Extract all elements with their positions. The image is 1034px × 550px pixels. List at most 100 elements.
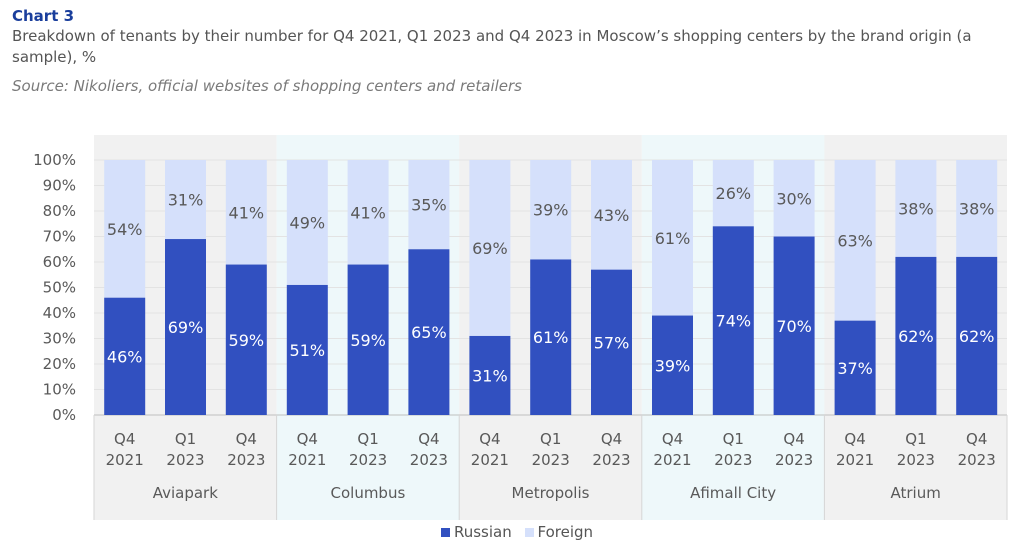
data-label-russian: 57% bbox=[594, 333, 630, 352]
legend-label-russian: Russian bbox=[453, 523, 512, 541]
data-label-russian: 59% bbox=[350, 331, 386, 350]
data-label-russian: 69% bbox=[168, 318, 204, 337]
bar-russian bbox=[773, 236, 815, 415]
y-tick-label: 40% bbox=[43, 304, 76, 322]
data-label-russian: 39% bbox=[655, 356, 691, 375]
bar-russian bbox=[469, 335, 511, 415]
x-tick-year: 2021 bbox=[106, 451, 144, 469]
data-label-foreign: 41% bbox=[350, 203, 386, 222]
legend-swatch-russian bbox=[440, 528, 450, 537]
bar-russian bbox=[530, 259, 572, 415]
y-tick-label: 10% bbox=[43, 381, 76, 399]
group-label: Aviapark bbox=[153, 484, 218, 502]
data-label-foreign: 38% bbox=[898, 199, 934, 218]
data-label-foreign: 43% bbox=[594, 206, 630, 225]
bar-russian bbox=[834, 320, 876, 415]
legend-item-russian: Russian bbox=[440, 523, 512, 541]
y-tick-label: 100% bbox=[33, 151, 76, 169]
bar-foreign bbox=[895, 160, 937, 257]
data-label-foreign: 41% bbox=[229, 203, 265, 222]
x-tick-period: Q1 bbox=[357, 430, 378, 448]
data-label-foreign: 31% bbox=[168, 191, 204, 210]
chart-number-label: Chart 3 bbox=[12, 7, 75, 25]
x-tick-period: Q4 bbox=[966, 430, 987, 448]
x-tick-period: Q4 bbox=[783, 430, 804, 448]
bar-russian bbox=[591, 269, 632, 415]
y-tick-label: 0% bbox=[52, 406, 76, 424]
x-tick-period: Q4 bbox=[844, 430, 865, 448]
bar-russian bbox=[652, 315, 693, 415]
y-tick-label: 80% bbox=[43, 202, 76, 220]
x-tick-period: Q1 bbox=[540, 430, 561, 448]
x-tick-year: 2023 bbox=[592, 451, 630, 469]
x-tick-year: 2021 bbox=[653, 451, 691, 469]
x-tick-period: Q4 bbox=[601, 430, 622, 448]
y-tick-label: 90% bbox=[43, 177, 76, 195]
bar-foreign bbox=[773, 160, 815, 237]
bar-foreign bbox=[165, 160, 206, 240]
data-label-foreign: 35% bbox=[411, 196, 447, 215]
bar-russian bbox=[347, 264, 389, 415]
bar-russian bbox=[712, 226, 754, 415]
group-label: Afimall City bbox=[690, 484, 776, 502]
bar-russian bbox=[895, 256, 937, 415]
data-label-russian: 31% bbox=[472, 366, 508, 385]
chart-subtitle: Breakdown of tenants by their number for… bbox=[12, 27, 972, 66]
bar-foreign bbox=[104, 160, 146, 298]
group-label: Atrium bbox=[891, 484, 941, 502]
data-label-foreign: 54% bbox=[107, 220, 143, 239]
x-tick-year: 2023 bbox=[166, 451, 204, 469]
bar-foreign bbox=[652, 160, 693, 316]
bar-foreign bbox=[712, 160, 754, 227]
y-tick-label: 60% bbox=[43, 253, 76, 271]
bar-foreign bbox=[956, 160, 998, 257]
bar-foreign bbox=[530, 160, 572, 260]
data-label-russian: 51% bbox=[290, 341, 326, 360]
data-label-foreign: 26% bbox=[716, 184, 752, 203]
bar-russian bbox=[408, 249, 450, 415]
x-tick-year: 2023 bbox=[714, 451, 752, 469]
bar-russian bbox=[225, 264, 267, 415]
legend-item-foreign: Foreign bbox=[524, 523, 593, 541]
x-tick-period: Q4 bbox=[418, 430, 439, 448]
x-tick-year: 2023 bbox=[532, 451, 570, 469]
data-label-foreign: 61% bbox=[655, 229, 691, 248]
chart-source: Source: Nikoliers, official websites of … bbox=[12, 77, 522, 95]
data-label-foreign: 69% bbox=[472, 239, 508, 258]
data-label-russian: 74% bbox=[716, 312, 752, 331]
data-label-foreign: 38% bbox=[959, 199, 995, 218]
data-label-russian: 61% bbox=[533, 328, 569, 347]
bar-foreign bbox=[591, 160, 632, 270]
bar-foreign bbox=[286, 160, 328, 285]
group-label: Columbus bbox=[331, 484, 406, 502]
data-label-russian: 59% bbox=[229, 331, 265, 350]
x-tick-period: Q1 bbox=[723, 430, 744, 448]
x-tick-year: 2023 bbox=[227, 451, 265, 469]
x-tick-year: 2023 bbox=[410, 451, 448, 469]
data-label-russian: 62% bbox=[898, 327, 934, 346]
x-tick-year: 2023 bbox=[775, 451, 813, 469]
bar-foreign bbox=[225, 160, 267, 265]
bar-foreign bbox=[469, 160, 511, 336]
x-tick-period: Q4 bbox=[297, 430, 318, 448]
data-label-russian: 46% bbox=[107, 347, 143, 366]
data-label-foreign: 63% bbox=[837, 231, 873, 250]
x-tick-period: Q4 bbox=[236, 430, 257, 448]
x-tick-period: Q1 bbox=[905, 430, 926, 448]
group-label: Metropolis bbox=[512, 484, 590, 502]
x-tick-period: Q4 bbox=[662, 430, 683, 448]
y-tick-label: 50% bbox=[43, 279, 76, 297]
x-tick-year: 2021 bbox=[471, 451, 509, 469]
data-label-foreign: 39% bbox=[533, 201, 569, 220]
x-tick-period: Q1 bbox=[175, 430, 196, 448]
bar-russian bbox=[956, 256, 998, 415]
y-tick-label: 70% bbox=[43, 228, 76, 246]
chart-legend: Russian Foreign bbox=[0, 523, 1034, 541]
data-label-russian: 37% bbox=[837, 359, 873, 378]
x-tick-year: 2023 bbox=[897, 451, 935, 469]
bar-foreign bbox=[834, 160, 876, 321]
bar-russian bbox=[104, 297, 146, 415]
y-tick-label: 20% bbox=[43, 355, 76, 373]
data-label-foreign: 49% bbox=[290, 213, 326, 232]
